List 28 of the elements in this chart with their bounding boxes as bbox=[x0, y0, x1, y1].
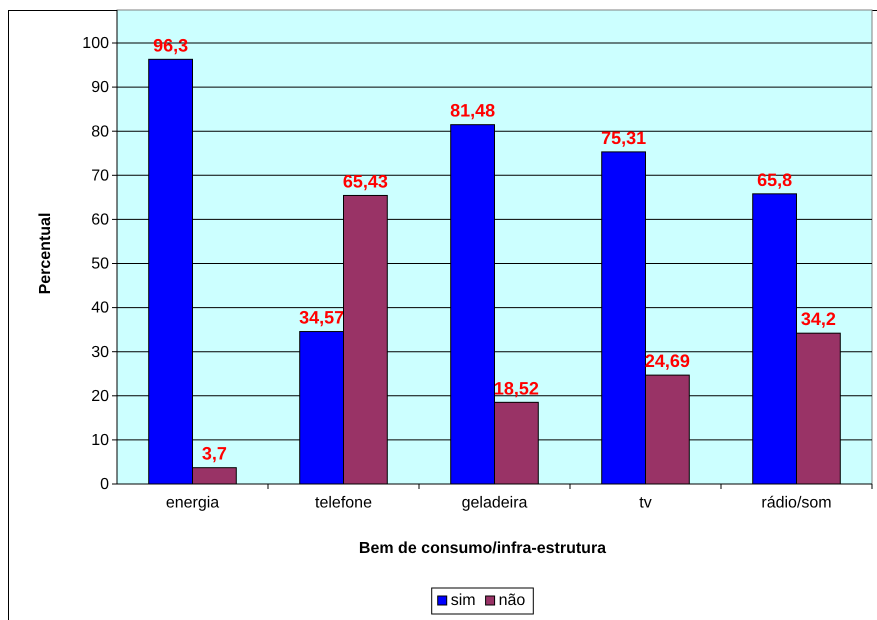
y-tick-label: 80 bbox=[91, 123, 110, 140]
data-label: 65,8 bbox=[757, 170, 792, 190]
legend-label: sim bbox=[450, 592, 476, 609]
x-tick-label: geladeira bbox=[462, 494, 528, 512]
legend-label: não bbox=[498, 592, 526, 609]
y-tick-label: 60 bbox=[91, 212, 110, 229]
x-tick-label: telefone bbox=[315, 494, 372, 512]
x-tick-label: tv bbox=[639, 494, 652, 512]
y-tick-label: 90 bbox=[91, 79, 110, 96]
data-label: 3,7 bbox=[202, 444, 227, 464]
y-tick-label: 70 bbox=[91, 167, 110, 184]
data-label: 65,43 bbox=[342, 171, 388, 192]
y-tick-label: 20 bbox=[91, 388, 110, 405]
data-label: 34,2 bbox=[800, 309, 836, 330]
y-tick-label: 50 bbox=[91, 256, 110, 273]
data-label: 18,52 bbox=[494, 378, 539, 398]
y-tick-label: 0 bbox=[100, 476, 110, 494]
y-tick-label: 100 bbox=[82, 35, 110, 52]
y-tick-label: 30 bbox=[91, 344, 110, 361]
y-tick-label: 40 bbox=[91, 300, 110, 317]
y-axis-title: Percentual bbox=[37, 212, 54, 294]
x-tick-label: rádio/som bbox=[761, 494, 832, 512]
x-axis-title: Bem de consumo/infra-estrutura bbox=[358, 540, 606, 557]
data-label: 81,48 bbox=[450, 100, 496, 121]
data-label: 75,31 bbox=[601, 128, 646, 148]
data-label: 34,57 bbox=[299, 308, 344, 328]
x-tick-label: energia bbox=[166, 494, 220, 512]
y-tick-label: 10 bbox=[91, 432, 110, 450]
